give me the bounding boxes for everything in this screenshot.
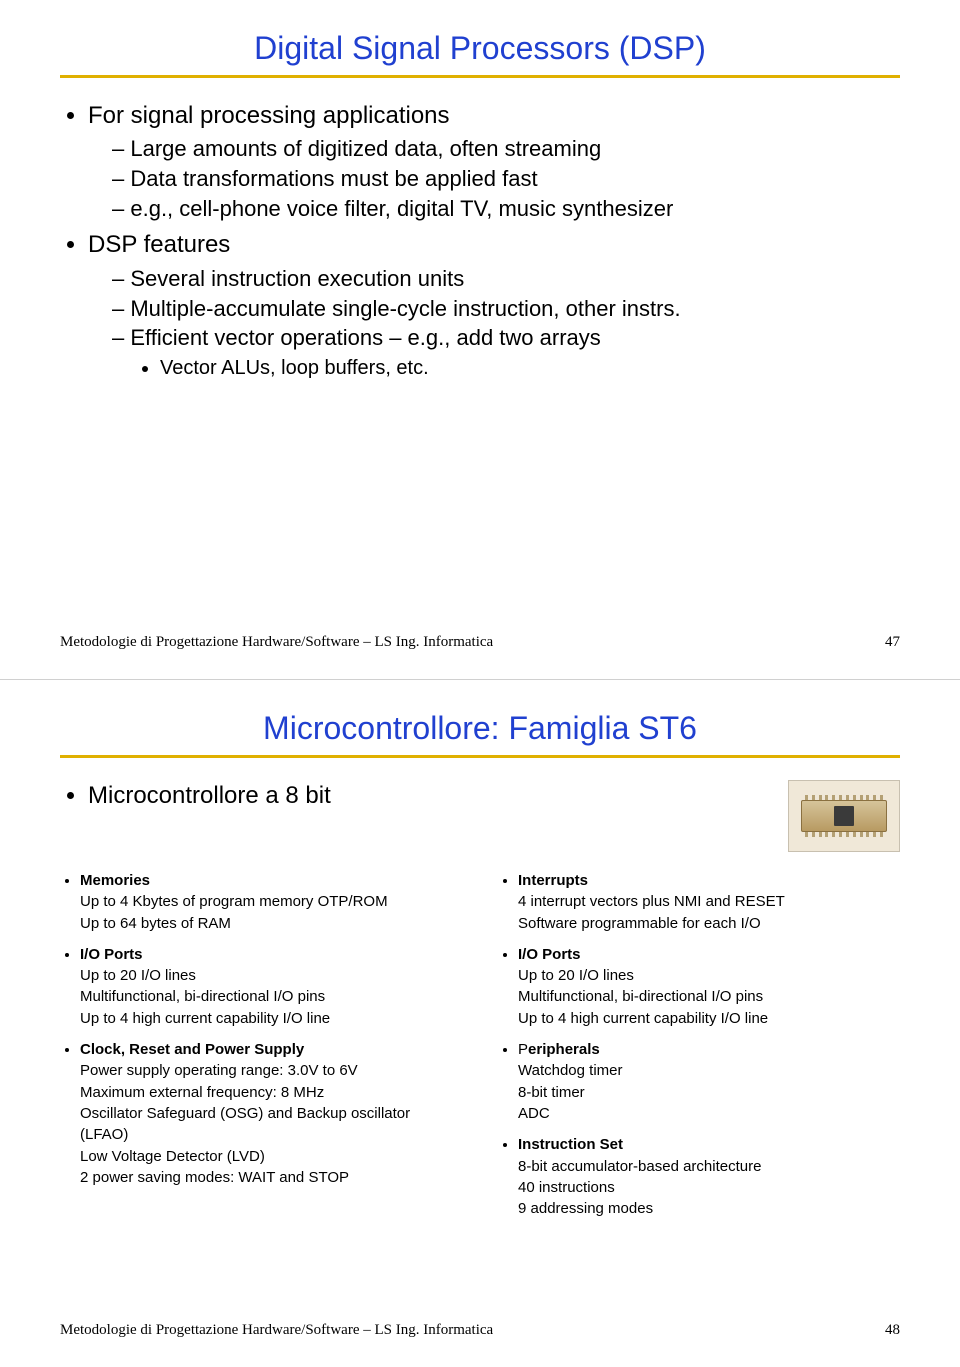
sub-item: Multiple-accumulate single-cycle instruc… [112, 294, 900, 324]
feature-head: I/O Ports [80, 946, 143, 963]
bullet-text: DSP features [88, 231, 230, 258]
title-rule [60, 75, 900, 78]
feature-line: Watchdog timer [518, 1060, 900, 1081]
feature-block: Instruction Set 8-bit accumulator-based … [518, 1134, 900, 1219]
slide-st6: Microcontrollore: Famiglia ST6 Microcont… [0, 680, 960, 1367]
feature-line: Maximum external frequency: 8 MHz [80, 1082, 462, 1103]
bullet-text: For signal processing applications [88, 102, 450, 129]
feature-head: Memories [80, 872, 150, 889]
feature-line: Up to 20 I/O lines [518, 965, 900, 986]
feature-line: Oscillator Safeguard (OSG) and Backup os… [80, 1103, 462, 1146]
feature-line: Multifunctional, bi-directional I/O pins [80, 986, 462, 1007]
feature-line: 9 addressing modes [518, 1198, 900, 1219]
feature-line: Up to 4 high current capability I/O line [518, 1008, 900, 1029]
feature-head: I/O Ports [518, 946, 581, 963]
sub-item: e.g., cell-phone voice filter, digital T… [112, 194, 900, 224]
feature-line: Multifunctional, bi-directional I/O pins [518, 986, 900, 1007]
bullet-item: For signal processing applications Large… [88, 100, 900, 223]
feature-line: ADC [518, 1103, 900, 1124]
feature-line: Power supply operating range: 3.0V to 6V [80, 1060, 462, 1081]
footer-text: Metodologie di Progettazione Hardware/So… [60, 634, 493, 651]
feature-line: Up to 20 I/O lines [80, 965, 462, 986]
feature-line: 40 instructions [518, 1177, 900, 1198]
two-column-region: Memories Up to 4 Kbytes of program memor… [60, 870, 900, 1229]
bullet-item: Microcontrollore a 8 bit [88, 780, 900, 812]
page-number: 47 [885, 634, 900, 651]
feature-line: 8-bit accumulator-based architecture [518, 1156, 900, 1177]
feature-line: Low Voltage Detector (LVD) [80, 1146, 462, 1167]
subsub-item: Vector ALUs, loop buffers, etc. [160, 355, 900, 382]
feature-head: eripherals [528, 1041, 600, 1058]
feature-line: Software programmable for each I/O [518, 913, 900, 934]
slide-title: Microcontrollore: Famiglia ST6 [60, 710, 900, 747]
feature-block: I/O Ports Up to 20 I/O lines Multifuncti… [80, 944, 462, 1029]
footer-text: Metodologie di Progettazione Hardware/So… [60, 1322, 493, 1339]
feature-block: I/O Ports Up to 20 I/O lines Multifuncti… [518, 944, 900, 1029]
feature-block: Memories Up to 4 Kbytes of program memor… [80, 870, 462, 934]
page-number: 48 [885, 1322, 900, 1339]
slide-footer: Metodologie di Progettazione Hardware/So… [60, 634, 900, 651]
title-rule [60, 755, 900, 758]
bullet-list: For signal processing applications Large… [60, 100, 900, 382]
feature-line: Up to 4 Kbytes of program memory OTP/ROM [80, 891, 462, 912]
sub-item: Efficient vector operations – e.g., add … [112, 323, 900, 382]
slide-dsp: Digital Signal Processors (DSP) For sign… [0, 0, 960, 680]
bullet-item: DSP features Several instruction executi… [88, 229, 900, 381]
feature-head: Clock, Reset and Power Supply [80, 1041, 304, 1058]
feature-block: Clock, Reset and Power Supply Power supp… [80, 1039, 462, 1188]
sub-item: Several instruction execution units [112, 264, 900, 294]
feature-block: Interrupts 4 interrupt vectors plus NMI … [518, 870, 900, 934]
feature-head: Instruction Set [518, 1136, 623, 1153]
sub-item: Large amounts of digitized data, often s… [112, 134, 900, 164]
feature-head-prefix: P [518, 1041, 528, 1058]
feature-line: Up to 64 bytes of RAM [80, 913, 462, 934]
feature-block: Peripherals Watchdog timer 8-bit timer A… [518, 1039, 900, 1124]
left-column: Memories Up to 4 Kbytes of program memor… [60, 870, 462, 1229]
feature-line: Up to 4 high current capability I/O line [80, 1008, 462, 1029]
chip-image [788, 780, 900, 852]
bullet-list: Microcontrollore a 8 bit [60, 780, 900, 812]
sub-item: Data transformations must be applied fas… [112, 164, 900, 194]
chip-icon [801, 800, 887, 832]
slide-title: Digital Signal Processors (DSP) [60, 30, 900, 67]
feature-line: 4 interrupt vectors plus NMI and RESET [518, 891, 900, 912]
feature-head: Interrupts [518, 872, 588, 889]
right-column: Interrupts 4 interrupt vectors plus NMI … [498, 870, 900, 1229]
feature-line: 2 power saving modes: WAIT and STOP [80, 1167, 462, 1188]
slide-footer: Metodologie di Progettazione Hardware/So… [60, 1322, 900, 1339]
feature-line: 8-bit timer [518, 1082, 900, 1103]
